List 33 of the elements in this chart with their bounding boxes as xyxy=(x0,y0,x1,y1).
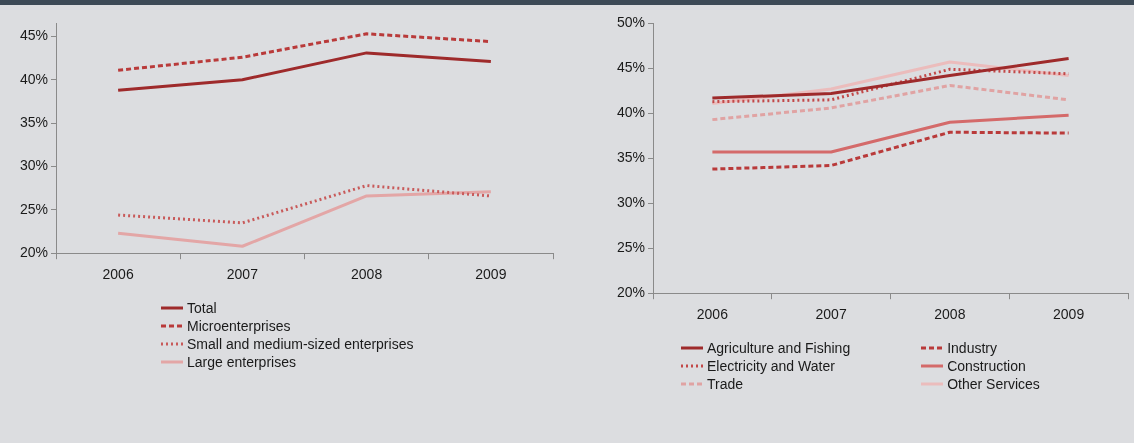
legend-label: Electricity and Water xyxy=(707,358,835,374)
legend-label: Small and medium-sized enterprises xyxy=(187,336,414,352)
x-tick-label: 2006 xyxy=(102,266,134,283)
y-tick-label: 35% xyxy=(616,149,645,166)
legend-label: Microenterprises xyxy=(187,318,291,334)
x-tick-label: 2009 xyxy=(475,266,507,283)
y-tick-label: 30% xyxy=(616,194,645,211)
x-tick-label: 2009 xyxy=(1053,306,1085,323)
x-tick-label: 2008 xyxy=(351,266,383,283)
legend-label: Other Services xyxy=(947,376,1040,392)
legend-label: Large enterprises xyxy=(187,354,296,370)
y-tick-label: 40% xyxy=(19,70,48,87)
line-series xyxy=(710,67,1071,104)
y-tick-label: 50% xyxy=(616,14,645,31)
legend-label: Trade xyxy=(707,376,744,392)
y-tick-label: 30% xyxy=(19,157,48,174)
y-tick-label: 25% xyxy=(19,200,48,217)
legend-label: Industry xyxy=(947,340,997,356)
y-tick-label: 25% xyxy=(616,239,645,256)
legend-label: Construction xyxy=(947,358,1026,374)
y-tick-label: 35% xyxy=(19,113,48,130)
y-tick-label: 20% xyxy=(19,244,48,261)
y-tick-label: 40% xyxy=(616,104,645,121)
line-series xyxy=(710,130,1071,171)
legend-label: Total xyxy=(187,300,217,316)
x-tick-label: 2007 xyxy=(226,266,259,283)
x-tick-label: 2006 xyxy=(696,306,729,323)
y-tick-label: 45% xyxy=(19,27,48,44)
legend-label: Agriculture and Fishing xyxy=(707,340,851,356)
x-tick-label: 2008 xyxy=(934,306,966,323)
x-tick-label: 2007 xyxy=(815,306,847,323)
y-tick-label: 20% xyxy=(616,284,645,301)
y-tick-label: 45% xyxy=(616,59,645,76)
